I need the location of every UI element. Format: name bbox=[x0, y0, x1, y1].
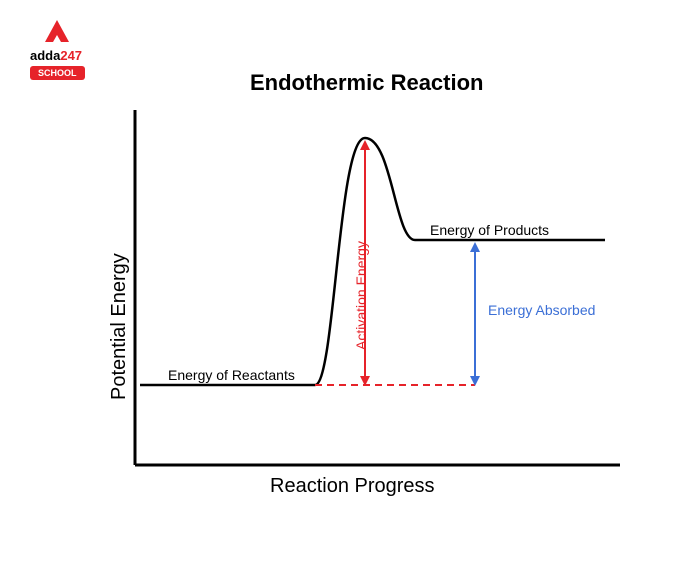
x-axis-label: Reaction Progress bbox=[270, 475, 435, 498]
logo-sub: SCHOOL bbox=[30, 66, 85, 80]
activation-arrow-top bbox=[360, 140, 370, 150]
chart-title: Endothermic Reaction bbox=[250, 70, 483, 96]
chart-svg bbox=[120, 100, 640, 500]
activation-label: Activation Energy bbox=[353, 241, 369, 350]
absorbed-label: Energy Absorbed bbox=[488, 302, 595, 318]
logo-text: adda247 bbox=[30, 48, 85, 63]
brand-logo: adda247 SCHOOL bbox=[30, 18, 85, 81]
products-label: Energy of Products bbox=[430, 222, 549, 238]
absorbed-arrow-top bbox=[470, 242, 480, 252]
energy-diagram: Endothermic Reaction Energy of Reactants… bbox=[100, 70, 640, 510]
logo-brand-a: adda bbox=[30, 48, 60, 63]
y-axis-label: Potential Energy bbox=[108, 253, 131, 400]
logo-triangle-icon bbox=[41, 18, 73, 46]
reactants-label: Energy of Reactants bbox=[168, 367, 295, 383]
logo-brand-b: 247 bbox=[60, 48, 82, 63]
energy-curve bbox=[140, 138, 605, 385]
